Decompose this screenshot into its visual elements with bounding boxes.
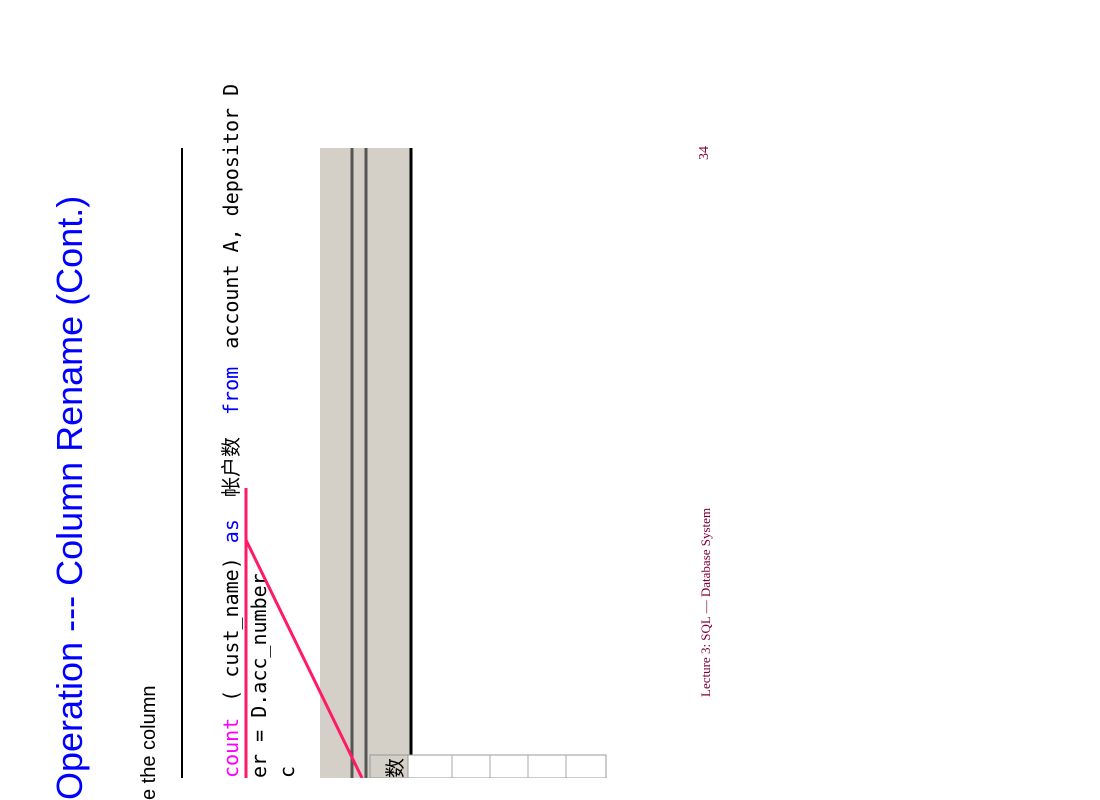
bullet-text: e the column: [138, 685, 160, 800]
code-keyword-from: from: [219, 367, 243, 415]
sql-query-screenshot: count ( cust_name) as 帐户数 from account A…: [181, 84, 607, 778]
code-keyword-as: as: [219, 519, 243, 543]
slide-title: Operation --- Column Rename (Cont.): [49, 195, 90, 800]
code-alias: 帐户数: [219, 437, 243, 497]
result-grid: [369, 754, 607, 778]
code-line-2: er = D.acc_number: [247, 573, 271, 778]
code-keyword-count: count: [219, 718, 243, 778]
result-grid-header-text: 数: [383, 758, 407, 778]
result-grid-header: [369, 754, 409, 778]
code-count-args: ( cust_name): [219, 557, 243, 702]
results-pane: [320, 148, 412, 778]
page-number: 34: [697, 146, 712, 160]
footer-text: Lecture 3: SQL — Database System: [698, 507, 713, 697]
code-line-1: count ( cust_name) as 帐户数 from account A…: [219, 84, 243, 778]
code-line-3: c: [275, 766, 299, 778]
code-from-tables: account A, depositor D: [219, 84, 243, 349]
annotation-arrow-line: [244, 539, 364, 778]
